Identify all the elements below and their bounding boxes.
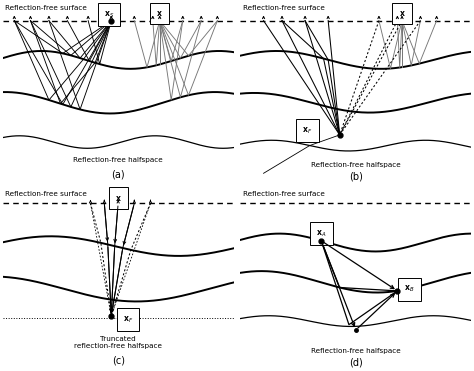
Text: Reflection-free surface: Reflection-free surface [5,191,87,197]
Text: Reflection-free halfspace: Reflection-free halfspace [73,157,163,163]
Text: Reflection-free surface: Reflection-free surface [243,6,325,12]
Text: Reflection-free surface: Reflection-free surface [5,6,87,12]
Text: $\mathbf{x}_S$: $\mathbf{x}_S$ [104,9,114,20]
Text: (b): (b) [349,171,363,181]
Text: $\mathbf{x}$: $\mathbf{x}$ [399,9,405,18]
Text: (c): (c) [112,356,125,366]
Text: $\mathbf{x}_B$: $\mathbf{x}_B$ [404,284,415,295]
Text: $\mathbf{x}$: $\mathbf{x}$ [115,194,121,203]
Text: (a): (a) [111,170,125,180]
Text: Reflection-free halfspace: Reflection-free halfspace [311,348,401,354]
Text: Truncated
reflection-free halfspace: Truncated reflection-free halfspace [74,336,162,349]
Text: $\mathbf{x}_A$: $\mathbf{x}_A$ [316,229,327,239]
Text: Reflection-free halfspace: Reflection-free halfspace [311,162,401,168]
Text: $\mathbf{x}_F$: $\mathbf{x}_F$ [123,314,133,325]
Text: (d): (d) [349,358,363,368]
Text: $\mathbf{x}_F$: $\mathbf{x}_F$ [302,125,312,136]
Text: $\mathbf{x}$: $\mathbf{x}$ [156,9,163,18]
Text: Reflection-free surface: Reflection-free surface [243,191,325,197]
